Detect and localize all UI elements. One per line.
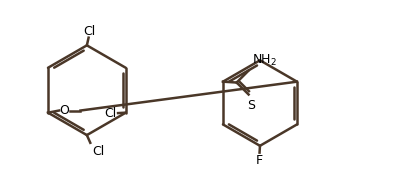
Text: Cl: Cl — [83, 25, 95, 38]
Text: Cl: Cl — [104, 107, 116, 120]
Text: F: F — [255, 154, 263, 167]
Text: O: O — [59, 104, 69, 117]
Text: S: S — [247, 99, 255, 112]
Text: NH$_2$: NH$_2$ — [252, 53, 277, 68]
Text: Cl: Cl — [92, 145, 104, 157]
